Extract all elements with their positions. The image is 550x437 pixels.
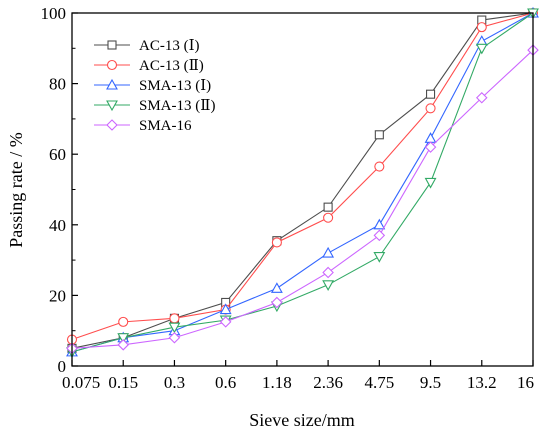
data-point bbox=[425, 103, 436, 114]
legend-label: SMA-13 (Ⅱ) bbox=[139, 98, 215, 114]
data-point bbox=[323, 202, 333, 212]
x-axis-title: Sieve size/mm bbox=[249, 410, 354, 430]
data-point bbox=[168, 331, 181, 344]
series-line bbox=[71, 12, 534, 341]
series-line bbox=[71, 49, 534, 349]
legend-item: SMA-16 bbox=[94, 118, 192, 134]
data-point bbox=[373, 229, 386, 242]
data-point bbox=[219, 303, 232, 315]
data-point bbox=[270, 282, 283, 293]
legend-marker bbox=[107, 40, 117, 50]
data-point bbox=[117, 339, 130, 351]
data-point bbox=[322, 280, 335, 291]
data-point bbox=[118, 316, 129, 327]
data-point bbox=[219, 316, 232, 328]
y-tick-label: 20 bbox=[49, 286, 66, 305]
series-4 bbox=[66, 8, 539, 359]
x-tick-label: 9.5 bbox=[420, 373, 441, 392]
plot-marks bbox=[66, 6, 539, 359]
legend: AC-13 (Ⅰ) AC-13 (Ⅱ) SMA-13 (Ⅰ) SMA-13 (Ⅱ) SM… bbox=[94, 38, 215, 134]
data-point bbox=[373, 218, 386, 230]
y-tick-label: 40 bbox=[49, 216, 66, 235]
x-tick-label: 13.2 bbox=[467, 373, 497, 392]
data-point bbox=[374, 130, 384, 140]
x-tick-label: 0.6 bbox=[215, 373, 236, 392]
series-line bbox=[71, 12, 534, 353]
legend-label: SMA-13 (Ⅰ) bbox=[139, 78, 211, 94]
series-5 bbox=[66, 44, 539, 355]
axes: 0.075 0.15 0.3 0.6 1.18 2.36 4.75 9.5 13.2 16 0 20 4… bbox=[41, 4, 535, 392]
series-3 bbox=[66, 6, 539, 357]
data-point bbox=[424, 132, 437, 143]
legend-item: AC-13 (Ⅱ) bbox=[94, 58, 204, 74]
y-tick-label: 0 bbox=[58, 357, 67, 376]
data-point bbox=[475, 43, 488, 55]
legend-marker bbox=[106, 78, 118, 90]
legend-marker bbox=[106, 119, 118, 131]
legend-item: AC-13 (Ⅰ) bbox=[94, 38, 200, 54]
data-point bbox=[426, 89, 436, 99]
data-point bbox=[168, 322, 181, 334]
data-point bbox=[117, 333, 130, 344]
legend-label: AC-13 (Ⅰ) bbox=[139, 38, 200, 54]
x-tick-label: 16 bbox=[517, 373, 534, 392]
series-2 bbox=[66, 7, 539, 345]
data-point bbox=[169, 313, 180, 324]
legend-label: SMA-16 bbox=[139, 118, 192, 134]
y-tick-label: 80 bbox=[49, 75, 66, 94]
x-tick-label: 1.18 bbox=[262, 373, 292, 392]
data-point bbox=[271, 237, 282, 248]
legend-item: SMA-13 (Ⅱ) bbox=[94, 98, 215, 114]
x-tick-label: 4.75 bbox=[364, 373, 394, 392]
y-axis-title: Passing rate / % bbox=[6, 132, 26, 247]
legend-marker bbox=[106, 59, 118, 71]
x-tick-label: 2.36 bbox=[313, 373, 343, 392]
legend-marker bbox=[106, 100, 118, 112]
series-line bbox=[71, 12, 534, 349]
data-point bbox=[373, 252, 386, 263]
x-tick-label: 0.15 bbox=[108, 373, 138, 392]
series-line bbox=[71, 12, 534, 353]
data-point bbox=[374, 161, 385, 172]
legend-item: SMA-13 (Ⅰ) bbox=[94, 78, 211, 94]
data-point bbox=[322, 246, 335, 258]
data-point bbox=[323, 212, 334, 223]
data-point bbox=[475, 91, 488, 104]
data-point bbox=[424, 177, 437, 189]
y-tick-label: 60 bbox=[49, 145, 66, 164]
data-point bbox=[322, 266, 334, 279]
x-tick-label: 0.075 bbox=[62, 373, 100, 392]
y-tick-label: 100 bbox=[41, 4, 67, 23]
legend-label: AC-13 (Ⅱ) bbox=[139, 58, 204, 74]
data-point bbox=[476, 22, 487, 33]
data-point bbox=[271, 296, 283, 309]
x-tick-label: 0.3 bbox=[164, 373, 185, 392]
data-point bbox=[424, 141, 437, 153]
